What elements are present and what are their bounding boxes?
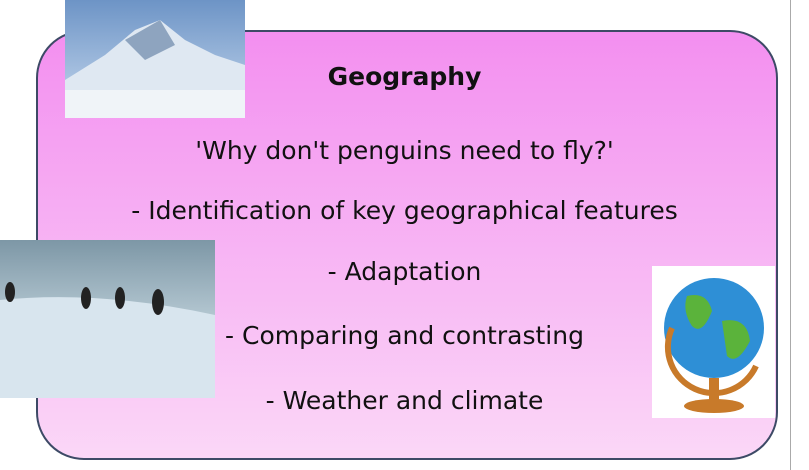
point: - Weather and climate [0, 386, 809, 415]
mountain-photo [65, 0, 245, 118]
slide: Geography 'Why don't penguins need to fl… [0, 0, 809, 470]
point: - Adaptation [0, 257, 809, 286]
point: - Comparing and contrasting [0, 321, 809, 350]
title: Geography [0, 62, 809, 91]
point: - Identification of key geographical fea… [0, 196, 809, 225]
question: 'Why don't penguins need to fly?' [0, 136, 809, 165]
